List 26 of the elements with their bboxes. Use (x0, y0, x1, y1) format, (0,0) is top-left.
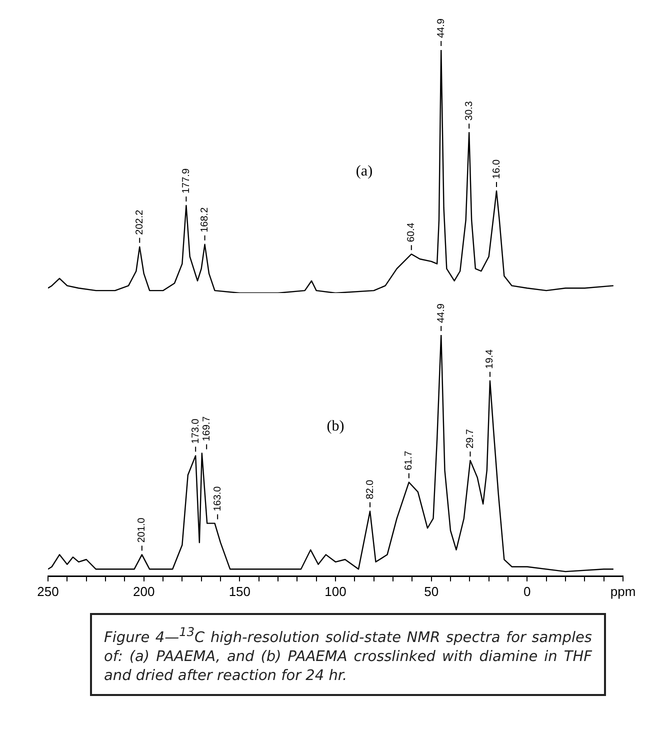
annotation: 16.0 (491, 159, 502, 179)
x-tick-label: 150 (228, 584, 251, 599)
annotation: 202.2 (134, 209, 146, 235)
text: (a) (356, 163, 373, 180)
annotation: 30.3 (464, 100, 475, 121)
annotation: 168.2 (200, 206, 211, 232)
text: (b) (326, 418, 344, 435)
x-tick-label: ppm (610, 584, 636, 599)
annotation: 173.0 (190, 418, 202, 444)
x-tick-label: 0 (524, 584, 531, 599)
x-tick-label: 200 (132, 584, 155, 599)
annotation: 60.4 (406, 222, 418, 242)
annotation: 177.9 (180, 168, 192, 194)
annotation: 44.9 (436, 18, 447, 38)
annotation: 19.4 (484, 348, 496, 369)
caption: Figure 4—$^{13}$C high-resolution solid-state NMR spectra for samples of: (a) PAAEMA, and (b) PAAEMA crosslinked with diamine in THF and dried after reaction for 24 hr. (90, 613, 606, 696)
x-tick-label: 100 (324, 584, 346, 599)
x-tick-label: 250 (37, 584, 59, 599)
annotation: 29.7 (464, 428, 476, 449)
annotation: 169.7 (201, 416, 212, 442)
annotation: 163.0 (212, 486, 224, 512)
annotation: 82.0 (364, 479, 376, 500)
x-tick-label: 50 (424, 584, 439, 599)
annotation: 44.9 (436, 303, 447, 323)
annotation: 61.7 (404, 450, 415, 470)
annotation: 201.0 (136, 517, 148, 543)
